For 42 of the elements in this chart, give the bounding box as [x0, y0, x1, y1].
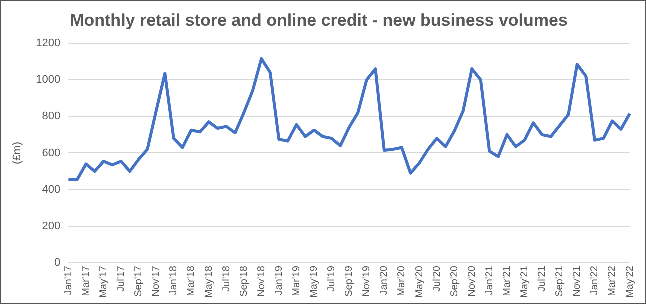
x-tick-label: Jul'19	[326, 266, 338, 292]
x-tick-label: May'18	[204, 266, 215, 298]
x-tick-label: Sep'21	[554, 266, 566, 297]
y-tick-label: 1000	[36, 74, 61, 86]
x-tick-label: Jan'21	[484, 266, 496, 296]
x-tick-label: Jul'18	[221, 266, 232, 292]
x-tick-label: Mar'18	[186, 266, 198, 296]
x-tick-label: Jan'19	[274, 266, 285, 296]
y-tick-label: 800	[42, 110, 61, 123]
y-tick-label: 200	[42, 220, 61, 232]
x-tick-label: Sep'20	[449, 266, 460, 297]
y-tick-label: 600	[42, 147, 61, 160]
y-axis-title: (£m)	[12, 142, 24, 165]
x-tick-label: Mar'22	[607, 266, 618, 296]
chart-title: Monthly retail store and online credit - new business volumes	[70, 10, 568, 30]
x-tick-label: Jan'22	[590, 266, 601, 296]
x-tick-label: Mar'17	[80, 266, 92, 296]
x-tick-label: Sep'17	[134, 266, 145, 297]
x-tick-label: Sep'18	[238, 266, 250, 297]
x-tick-label: Mar'19	[291, 266, 302, 296]
x-tick-label: Jul'20	[432, 266, 443, 292]
x-tick-label: May'20	[414, 266, 426, 298]
x-tick-label: Nov'20	[466, 266, 478, 297]
x-tick-label: May'17	[98, 266, 110, 298]
x-tick-label: May'22	[624, 266, 636, 298]
y-tick-label: 400	[42, 184, 61, 196]
x-tick-label: Nov'19	[362, 266, 373, 297]
x-tick-label: Nov'21	[572, 266, 584, 297]
x-tick-label: Sep'19	[344, 266, 356, 297]
x-tick-label: Jan'18	[168, 266, 180, 296]
x-tick-label: Nov'17	[151, 266, 162, 297]
x-tick-label: Nov'18	[256, 266, 268, 297]
y-tick-label: 1200	[36, 37, 61, 50]
x-tick-label: Jul'17	[116, 266, 128, 292]
y-tick-label: 0	[54, 257, 61, 270]
x-tick-label: Jul'21	[537, 266, 548, 292]
x-tick-label: Jan'17	[63, 266, 74, 296]
x-tick-label: May'19	[309, 266, 320, 298]
x-tick-label: May'21	[520, 266, 530, 298]
x-tick-label: Mar'21	[502, 266, 513, 296]
x-tick-label: Mar'20	[396, 266, 408, 296]
x-tick-label: Jan'20	[379, 266, 390, 296]
